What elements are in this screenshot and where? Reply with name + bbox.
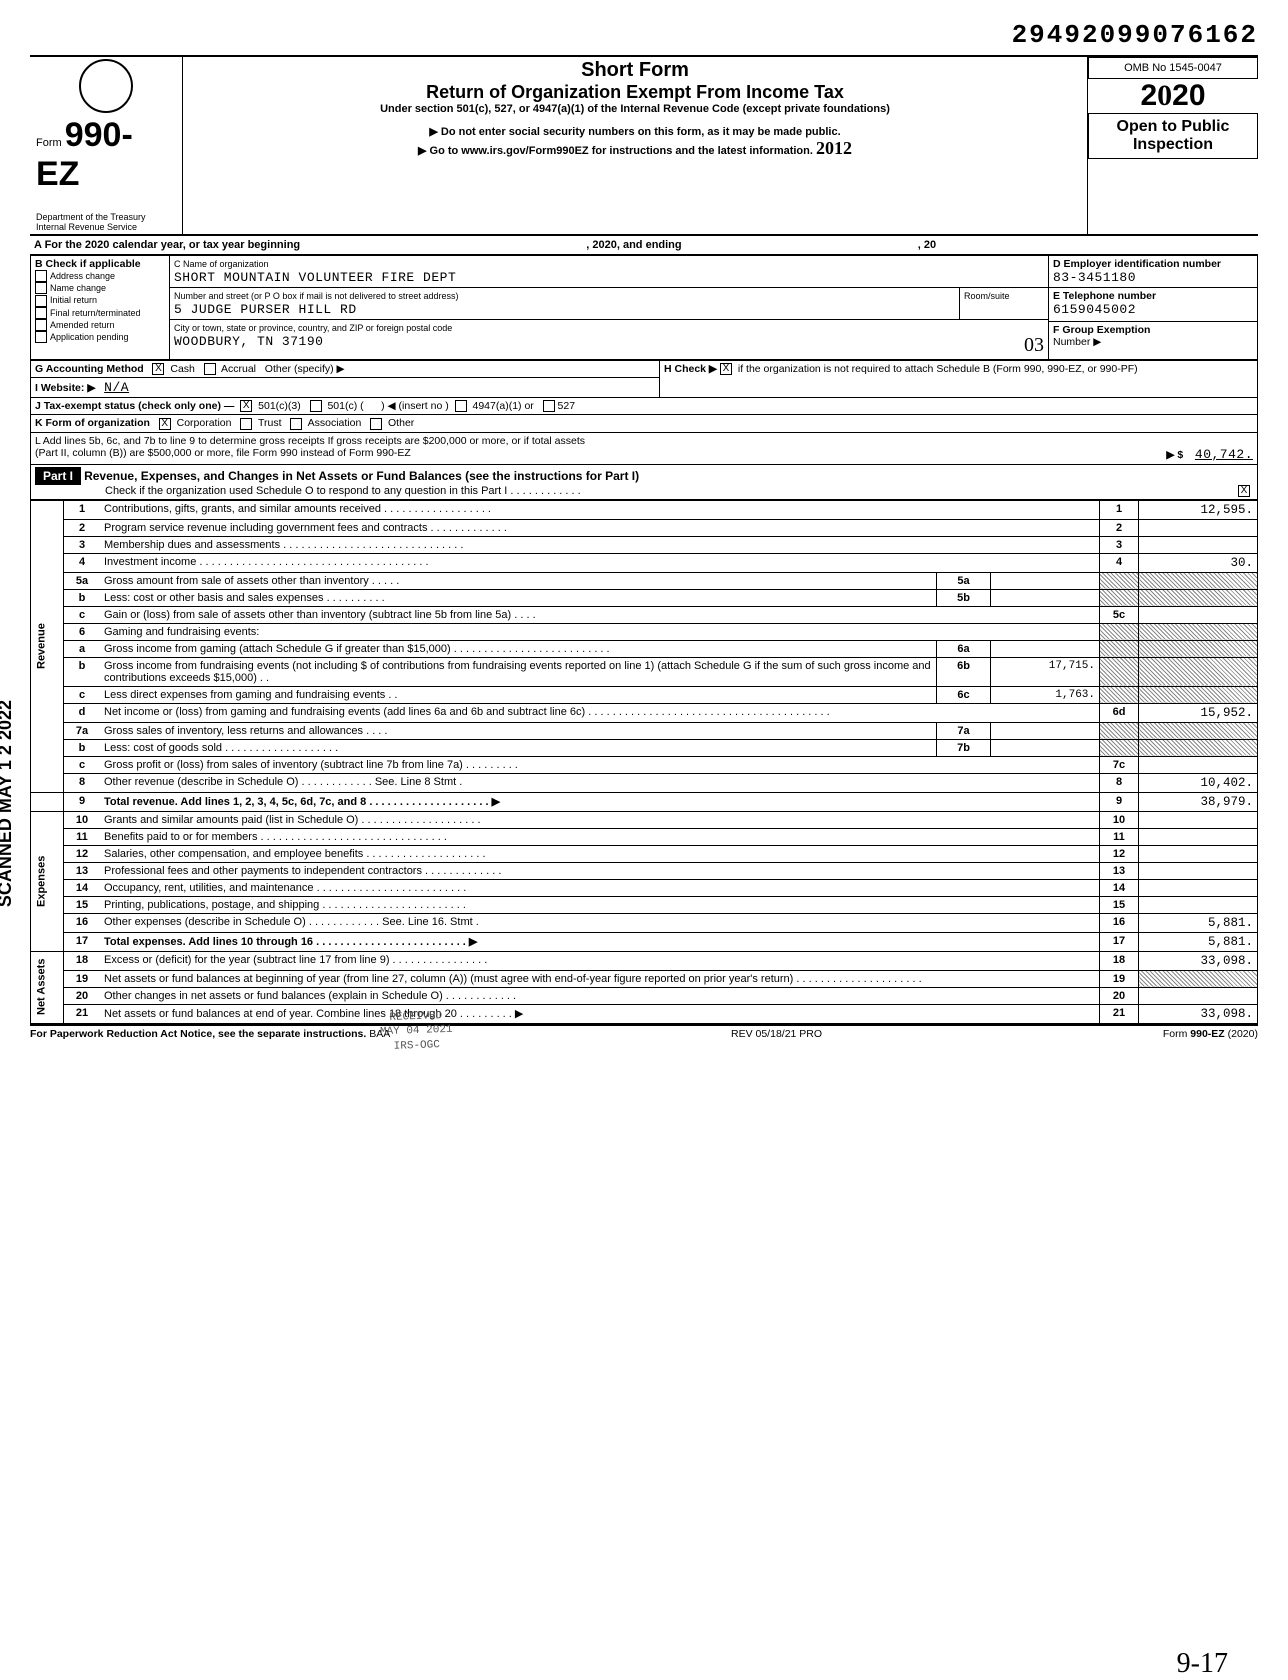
irs-logo (36, 59, 176, 116)
line14-amount (1139, 879, 1258, 896)
d-label: D Employer identification number (1053, 258, 1221, 270)
checkbox-4947[interactable] (455, 400, 467, 412)
b-label: B Check if applicable (35, 258, 141, 270)
line6a-amount (991, 640, 1100, 657)
checkbox-address-change[interactable] (35, 270, 47, 282)
line19-amount (1139, 970, 1258, 987)
line9-amount: 38,979. (1139, 792, 1258, 811)
checkbox-assoc[interactable] (290, 418, 302, 430)
i-label: I Website: ▶ (35, 382, 95, 394)
l-text2: (Part II, column (B)) are $500,000 or mo… (35, 447, 411, 459)
line6d-amount: 15,952. (1139, 703, 1258, 722)
h-text: if the organization is not required to a… (738, 363, 1138, 375)
city-label: City or town, state or province, country… (174, 323, 452, 333)
line5a-amount (991, 572, 1100, 589)
checkbox-final[interactable] (35, 307, 47, 319)
line15-amount (1139, 896, 1258, 913)
open-to-public: Open to PublicInspection (1088, 113, 1258, 159)
arrow-goto: ▶ Go to www.irs.gov/Form990EZ for instru… (189, 138, 1081, 159)
document-id: 29492099076162 (30, 20, 1258, 50)
checkbox-cash[interactable]: X (152, 363, 164, 375)
gross-receipts: 40,742. (1195, 447, 1253, 462)
line18-amount: 33,098. (1139, 951, 1258, 970)
c-label: C Name of organization (174, 259, 269, 269)
form-prefix: Form (36, 137, 62, 149)
vlabel-revenue: Revenue (31, 500, 64, 792)
e-label: E Telephone number (1053, 290, 1156, 302)
line2-amount (1139, 519, 1258, 536)
hand-03: 03 (1024, 334, 1044, 357)
street: 5 JUDGE PURSER HILL RD (174, 302, 357, 317)
line20-amount (1139, 987, 1258, 1004)
line11-amount (1139, 828, 1258, 845)
h-label: H Check ▶ (664, 363, 717, 375)
checkbox-amended[interactable] (35, 319, 47, 331)
checkbox-501c3[interactable]: X (240, 400, 252, 412)
street-label: Number and street (or P O box if mail is… (174, 291, 458, 301)
checkbox-527[interactable] (543, 400, 555, 412)
city: WOODBURY, TN 37190 (174, 334, 323, 349)
ein: 83-3451180 (1053, 270, 1136, 285)
arrow-ssn: ▶ Do not enter social security numbers o… (189, 125, 1081, 138)
k-label: K Form of organization (35, 417, 150, 429)
form-number: 990-EZ (36, 116, 133, 193)
form-header: Form 990-EZ Department of the Treasury I… (30, 55, 1258, 236)
irs-label: Internal Revenue Service (36, 222, 176, 232)
room-label: Room/suite (964, 291, 1010, 301)
line7b-amount (991, 739, 1100, 756)
checkbox-501c[interactable] (310, 400, 322, 412)
omb-number: OMB No 1545-0047 (1088, 57, 1258, 79)
line6c-amount: 1,763. (991, 686, 1100, 703)
f-label: F Group Exemption (1053, 324, 1150, 336)
line5b-amount (991, 589, 1100, 606)
checkbox-name-change[interactable] (35, 282, 47, 294)
line7a-amount (991, 722, 1100, 739)
line4-amount: 30. (1139, 553, 1258, 572)
vlabel-netassets: Net Assets (31, 951, 64, 1023)
line1-amount: 12,595. (1139, 500, 1258, 519)
hand-bottom: 9-17 (1177, 1648, 1228, 1680)
title-return: Return of Organization Exempt From Incom… (189, 82, 1081, 103)
footer: For Paperwork Reduction Act Notice, see … (30, 1024, 1258, 1040)
row-a: A For the 2020 calendar year, or tax yea… (30, 236, 1258, 255)
line10-amount (1139, 811, 1258, 828)
checkbox-trust[interactable] (240, 418, 252, 430)
checkbox-pending[interactable] (35, 331, 47, 343)
rows-ghijkl: G Accounting Method X Cash Accrual Other… (30, 360, 1258, 465)
checkbox-corp[interactable]: X (159, 418, 171, 430)
dept-label: Department of the Treasury (36, 212, 176, 222)
website: N/A (104, 380, 129, 395)
line3-amount (1139, 536, 1258, 553)
line6b-amount: 17,715. (991, 657, 1100, 686)
g-label: G Accounting Method (35, 363, 144, 375)
line8-amount: 10,402. (1139, 773, 1258, 792)
org-name: SHORT MOUNTAIN VOLUNTEER FIRE DEPT (174, 270, 456, 285)
l-text1: L Add lines 5b, 6c, and 7b to line 9 to … (35, 435, 585, 447)
line16-amount: 5,881. (1139, 913, 1258, 932)
lines-table: Revenue 1 Contributions, gifts, grants, … (30, 500, 1258, 1024)
line21-amount: 33,098. (1139, 1004, 1258, 1023)
title-short-form: Short Form (189, 59, 1081, 82)
line13-amount (1139, 862, 1258, 879)
line12-amount (1139, 845, 1258, 862)
line7c-amount (1139, 756, 1258, 773)
section-b-table: B Check if applicable Address change Nam… (30, 255, 1258, 360)
scanned-stamp: SCANNED MAY 1 2 2022 (0, 700, 16, 907)
part1-header: Part I Revenue, Expenses, and Changes in… (30, 465, 1258, 500)
checkbox-h[interactable]: X (720, 363, 732, 375)
checkbox-other[interactable] (370, 418, 382, 430)
checkbox-schedule-o[interactable]: X (1238, 485, 1250, 497)
j-label: J Tax-exempt status (check only one) — (35, 400, 234, 412)
line5c-amount (1139, 606, 1258, 623)
line17-amount: 5,881. (1139, 932, 1258, 951)
title-under: Under section 501(c), 527, or 4947(a)(1)… (189, 103, 1081, 115)
tax-year: 2020 (1088, 79, 1258, 113)
checkbox-accrual[interactable] (204, 363, 216, 375)
phone: 6159045002 (1053, 302, 1136, 317)
vlabel-expenses: Expenses (31, 811, 64, 951)
checkbox-initial[interactable] (35, 295, 47, 307)
